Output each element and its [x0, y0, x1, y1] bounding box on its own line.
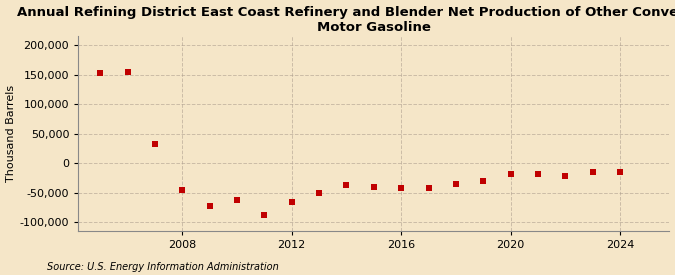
Title: Annual Refining District East Coast Refinery and Blender Net Production of Other: Annual Refining District East Coast Refi…	[17, 6, 675, 34]
Point	[286, 199, 297, 204]
Point	[205, 204, 215, 208]
Point	[615, 170, 626, 174]
Point	[533, 172, 543, 176]
Point	[450, 182, 461, 186]
Point	[423, 186, 434, 190]
Point	[232, 198, 242, 203]
Point	[560, 174, 571, 178]
Point	[149, 142, 160, 147]
Point	[122, 70, 133, 74]
Point	[587, 170, 598, 174]
Point	[95, 71, 105, 76]
Text: Source: U.S. Energy Information Administration: Source: U.S. Energy Information Administ…	[47, 262, 279, 272]
Point	[478, 179, 489, 183]
Point	[259, 213, 270, 218]
Point	[506, 172, 516, 176]
Point	[396, 186, 406, 190]
Point	[177, 188, 188, 192]
Point	[341, 183, 352, 187]
Point	[314, 191, 325, 195]
Y-axis label: Thousand Barrels: Thousand Barrels	[5, 85, 16, 182]
Point	[369, 185, 379, 189]
